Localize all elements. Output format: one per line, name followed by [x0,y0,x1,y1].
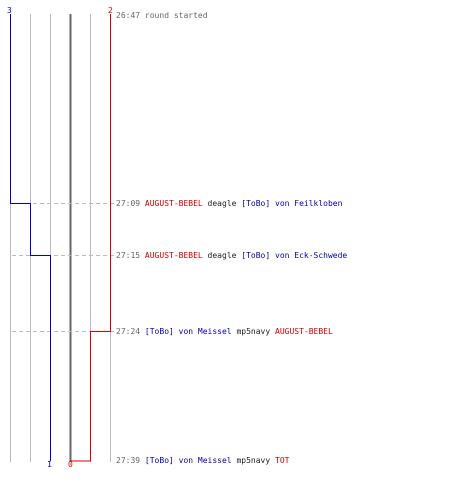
event-time: 26:47 [116,11,141,20]
blue-team-line [10,14,51,461]
weapon-name: deagle [207,251,237,260]
event-text: round started [144,11,208,20]
event-row: 26:47 round started [116,11,208,21]
event-row: 27:09 AUGUST-BEBEL deagle [ToBo] von Fei… [116,199,342,209]
weapon-name: mp5navy [236,327,271,336]
red-start-count: 2 [108,6,113,15]
red-end-count: 0 [68,460,73,469]
red-team-line [70,14,111,462]
victim-name: TOT [275,456,290,465]
blue-end-count: 1 [47,460,52,469]
event-time: 27:15 [116,251,141,260]
event-row: 27:15 AUGUST-BEBEL deagle [ToBo] von Eck… [116,251,347,261]
killer-name: AUGUST-BEBEL [144,251,203,260]
victim-name: AUGUST-BEBEL [275,327,333,336]
killer-name: [ToBo] von Meissel [144,327,232,336]
event-time: 27:09 [116,199,141,208]
event-time: 27:39 [116,456,141,465]
blue-start-count: 3 [7,6,12,15]
event-time: 27:24 [116,327,141,336]
event-row: 27:24 [ToBo] von Meissel mp5navy AUGUST-… [116,327,333,337]
victim-name: [ToBo] von Feilkloben [241,199,343,208]
event-row: 27:39 [ToBo] von Meissel mp5navy TOT [116,456,289,466]
victim-name: [ToBo] von Eck-Schwede [241,251,348,260]
killer-name: [ToBo] von Meissel [144,456,232,465]
weapon-name: deagle [207,199,237,208]
killer-name: AUGUST-BEBEL [144,199,203,208]
weapon-name: mp5navy [236,456,271,465]
